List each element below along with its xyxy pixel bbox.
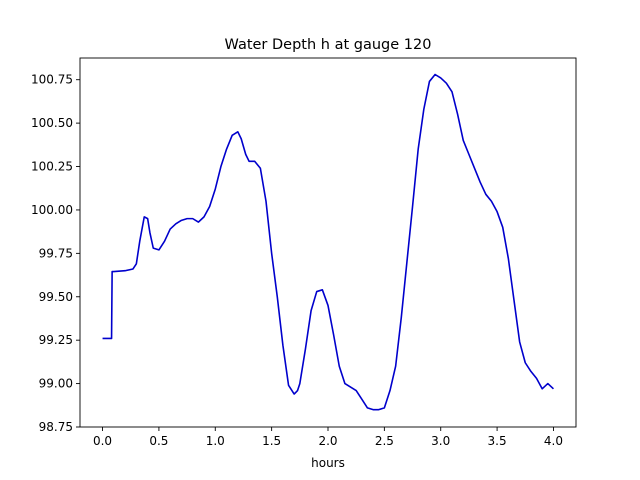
x-tick-label: 1.0 xyxy=(206,434,225,448)
y-tick-label: 99.25 xyxy=(39,333,73,347)
chart-title: Water Depth h at gauge 120 xyxy=(225,37,432,53)
y-tick-label: 100.75 xyxy=(31,73,73,87)
x-tick-label: 2.0 xyxy=(318,434,337,448)
y-tick-label: 98.75 xyxy=(39,420,73,434)
x-tick-label: 3.0 xyxy=(431,434,450,448)
y-tick-label: 100.25 xyxy=(31,160,73,174)
x-tick-label: 3.5 xyxy=(488,434,507,448)
y-tick-label: 100.00 xyxy=(31,203,73,217)
y-tick-label: 99.50 xyxy=(39,290,73,304)
series-line-0 xyxy=(102,73,554,411)
y-tick-label: 99.75 xyxy=(39,246,73,260)
x-tick-label: 2.5 xyxy=(375,434,394,448)
plot-area: 0.0 0.5 1.0 1.5 2.0 2.5 3.0 3.5 4.0 98.75 99.00 99.… xyxy=(31,57,577,448)
x-tick-label: 4.0 xyxy=(544,434,563,448)
x-tick-label: 1.5 xyxy=(262,434,281,448)
x-tick-label: 0.5 xyxy=(149,434,168,448)
y-tick-label: 100.50 xyxy=(31,116,73,130)
x-tick-label: 0.0 xyxy=(93,434,112,448)
y-tick-label: 99.00 xyxy=(39,377,73,391)
x-axis-label: hours xyxy=(311,456,345,470)
